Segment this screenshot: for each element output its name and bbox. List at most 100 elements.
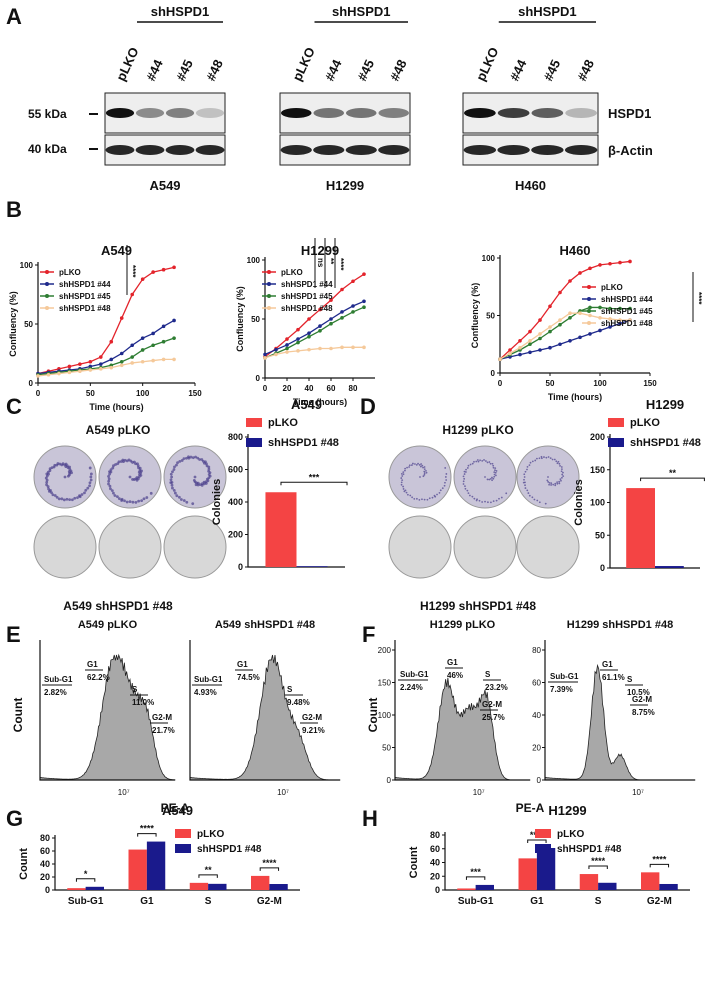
legend-label: shHSPD1 #48	[197, 844, 262, 855]
colony-dot	[491, 479, 493, 482]
point	[628, 318, 632, 322]
legend-swatch	[587, 285, 591, 289]
colony-dot	[486, 478, 489, 481]
colony-dot	[538, 501, 541, 504]
colony-dot	[50, 491, 53, 495]
gate-pct: 4.93%	[194, 688, 217, 697]
blot-band	[497, 145, 530, 155]
colony-dot	[142, 497, 146, 501]
colony-dot	[495, 499, 498, 502]
lane-label: #45	[540, 57, 563, 83]
point	[548, 304, 552, 309]
colony-dot	[557, 460, 560, 463]
colony-dot	[185, 456, 188, 460]
point	[99, 355, 103, 359]
sig-bracket	[75, 878, 96, 882]
colony-dot	[182, 499, 186, 502]
colony-dot	[556, 482, 559, 485]
plate-label: A549 pLKO	[86, 423, 151, 437]
point	[548, 325, 552, 329]
point	[57, 371, 61, 376]
colony-dot	[47, 487, 50, 491]
point	[568, 311, 572, 316]
legend-swatch	[246, 418, 262, 427]
colony-dot	[498, 497, 500, 500]
colony-dot	[463, 473, 466, 475]
panel-letter: B	[6, 197, 22, 222]
colony-dot	[405, 491, 408, 494]
colony-dot	[545, 456, 548, 459]
colony-dot	[207, 467, 211, 471]
colony-dot	[526, 468, 528, 471]
significance: ****	[140, 824, 155, 834]
colony-dot	[466, 489, 469, 492]
flow-title: A549 shHSPD1 #48	[215, 619, 315, 631]
colony-dot	[123, 499, 126, 503]
colony-dot	[523, 478, 525, 481]
point	[36, 374, 40, 378]
colony-dot	[423, 472, 426, 475]
significance: ****	[336, 258, 345, 271]
colony-dot	[492, 466, 495, 469]
histogram	[39, 653, 176, 781]
colony-dot	[439, 489, 442, 492]
point	[558, 318, 562, 322]
y-tick-label: 0	[537, 776, 542, 785]
colony-dot	[191, 456, 195, 460]
colony-dot	[464, 487, 467, 490]
legend-swatch	[608, 418, 624, 427]
colony-dot	[410, 464, 413, 467]
y-tick-label: 80	[532, 646, 541, 655]
colony-dot	[131, 461, 134, 464]
colony-dot	[438, 492, 441, 494]
point	[528, 342, 532, 347]
colony-dot	[207, 473, 211, 476]
colony-dot	[47, 472, 50, 476]
gate-pct: 74.5%	[237, 673, 260, 682]
x-tick-label: 100	[593, 379, 607, 388]
colony-dot	[421, 498, 423, 501]
colony-dot	[554, 484, 557, 487]
point	[296, 337, 300, 341]
gate-label: Sub-G1	[194, 675, 223, 684]
gate-label: Sub-G1	[44, 675, 73, 684]
blot-band	[195, 145, 225, 155]
x-tick-label: 50	[546, 379, 555, 388]
colony-dot	[477, 460, 480, 463]
colony-dot	[66, 466, 70, 470]
y-tick-label: 20	[430, 871, 440, 881]
point	[99, 362, 103, 366]
colony-dot	[473, 497, 476, 500]
point	[340, 316, 344, 320]
legend-label: shHSPD1 #45	[601, 307, 653, 316]
colony-dot	[57, 497, 61, 501]
point	[351, 304, 355, 308]
chart-title: A549	[162, 803, 193, 818]
colony-dot	[423, 473, 426, 476]
colony-dot	[494, 471, 497, 474]
y-tick-label: 100	[20, 261, 34, 270]
colony-dot	[62, 498, 66, 502]
legend-swatch	[535, 829, 551, 838]
colony-dot	[538, 457, 541, 460]
colony-dot	[421, 464, 424, 467]
histogram	[189, 654, 341, 781]
point	[307, 331, 311, 335]
colony-dot	[119, 460, 123, 463]
colony-dot	[559, 465, 561, 467]
blot-band	[195, 108, 225, 118]
bar	[641, 872, 660, 890]
legend-label: shHSPD1 #48	[557, 844, 622, 855]
point	[88, 359, 93, 364]
bar	[296, 566, 328, 567]
colony-dot	[492, 477, 495, 480]
colony-dot	[553, 458, 556, 461]
colony-dot	[441, 487, 444, 490]
colony-dot	[80, 493, 84, 496]
y-tick-label: 80	[40, 833, 50, 843]
colony-dot	[494, 469, 496, 472]
axis-title: Count	[18, 848, 30, 880]
point	[618, 260, 622, 265]
gate-label: G1	[237, 660, 248, 669]
